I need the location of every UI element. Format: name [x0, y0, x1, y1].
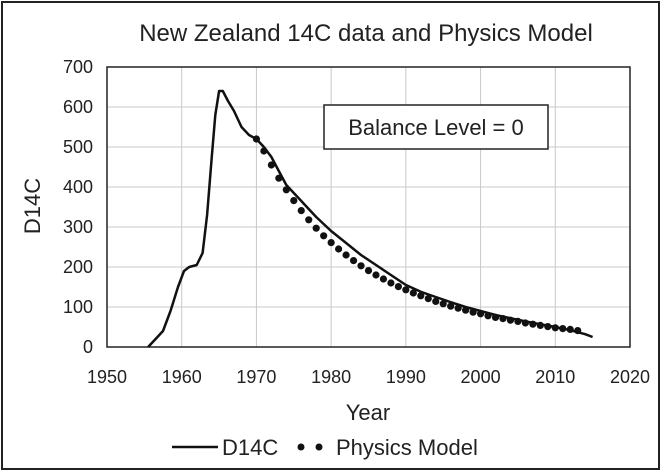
plot-area-border: [106, 66, 631, 348]
physics-model-point: [544, 323, 552, 331]
physics-model-point: [469, 308, 477, 316]
physics-model-point: [566, 325, 574, 333]
annotation-border: [323, 104, 549, 150]
physics-model-point: [275, 174, 283, 182]
annotation-box: Balance Level = 0: [323, 104, 549, 150]
chart-frame: [1, 1, 660, 470]
physics-model-point: [335, 245, 343, 253]
physics-model-point: [499, 315, 507, 323]
physics-model-point: [491, 313, 500, 321]
tick-labels: 1950 1960 1970 1980 1990 2000 2010 2020 0 100 200 3…: [63, 57, 650, 387]
x-axis-label: Year: [346, 400, 390, 425]
physics-model-point: [514, 317, 522, 325]
annotation-text: Balance Level = 0: [348, 115, 524, 140]
physics-model-point: [432, 297, 440, 305]
y-tick-label: 0: [83, 337, 93, 357]
x-tick-label: 2000: [461, 367, 501, 387]
y-tick-label: 100: [63, 297, 93, 317]
physics-model-point: [342, 251, 350, 259]
physics-model-point: [476, 310, 485, 318]
physics-model-point: [349, 257, 358, 265]
x-tick-label: 2010: [535, 367, 575, 387]
chart-title: New Zealand 14C data and Physics Model: [139, 20, 593, 47]
physics-model-point: [551, 324, 559, 332]
physics-model-point: [424, 295, 432, 303]
physics-model-point: [529, 320, 537, 328]
legend-label-d14c: D14C: [222, 435, 278, 460]
physics-model-point: [327, 239, 335, 247]
physics-model-point: [454, 304, 462, 312]
x-tick-label: 1980: [311, 367, 351, 387]
x-tick-label: 1950: [87, 367, 127, 387]
physics-model-point: [447, 302, 455, 310]
physics-model-point: [297, 207, 305, 215]
physics-model-point: [320, 232, 328, 240]
legend-swatch-dot: [297, 443, 305, 451]
physics-model-point: [252, 135, 261, 143]
x-tick-label: 2020: [610, 367, 650, 387]
y-tick-label: 700: [63, 57, 93, 77]
physics-model-point: [290, 197, 298, 205]
x-tick-label: 1990: [386, 367, 426, 387]
legend-label-physics-model: Physics Model: [336, 435, 478, 460]
physics-model-point: [394, 283, 402, 291]
series-layer: [147, 89, 594, 348]
physics-model-point: [484, 312, 492, 320]
physics-model-point: [559, 325, 567, 333]
y-tick-label: 200: [63, 257, 93, 277]
legend: D14C Physics Model: [172, 435, 478, 460]
x-tick-label: 1970: [236, 367, 276, 387]
y-tick-label: 500: [63, 137, 93, 157]
physics-model-point: [282, 186, 290, 194]
physics-model-point: [506, 316, 515, 324]
y-tick-label: 400: [63, 177, 93, 197]
physics-model-point: [267, 161, 275, 169]
physics-model-point: [372, 271, 380, 279]
legend-swatch-dot: [315, 443, 323, 451]
physics-model-point: [521, 319, 530, 327]
physics-model-point: [379, 275, 388, 283]
physics-model-point: [357, 262, 365, 270]
physics-model-point: [305, 216, 313, 224]
physics-model-point: [409, 289, 417, 297]
y-tick-label: 600: [63, 97, 93, 117]
physics-model-point: [574, 327, 582, 335]
x-tick-label: 1960: [162, 367, 202, 387]
physics-model-point: [312, 224, 320, 232]
physics-model-point: [417, 292, 425, 300]
physics-model-point: [439, 300, 447, 308]
physics-model-point: [260, 147, 268, 155]
physics-model-point: [462, 306, 470, 314]
physics-model-point: [364, 267, 373, 275]
physics-model-point: [387, 279, 395, 287]
y-axis-label: D14C: [20, 178, 45, 234]
physics-model-point: [402, 286, 410, 294]
y-tick-label: 300: [63, 217, 93, 237]
physics-model-point: [536, 321, 544, 329]
